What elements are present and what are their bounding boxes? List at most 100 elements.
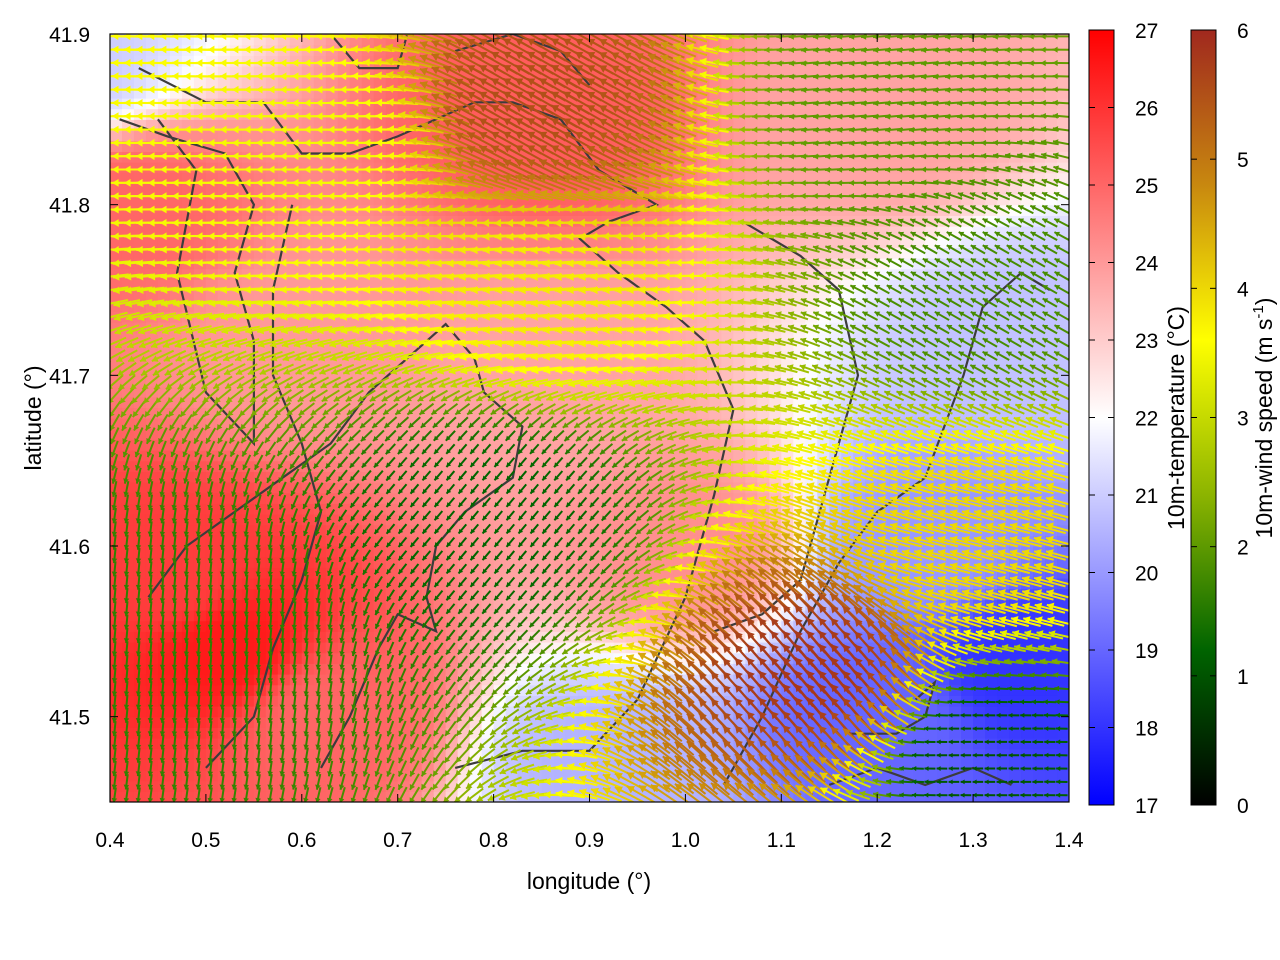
wind-arrow xyxy=(153,374,172,391)
wind-arrow xyxy=(220,312,249,321)
wind-arrow xyxy=(233,338,260,348)
wind-arrow xyxy=(219,521,226,537)
wind-arrow xyxy=(110,324,128,332)
wind-arrow xyxy=(255,507,262,524)
wind-arrow xyxy=(267,774,273,790)
wind-arrow xyxy=(138,324,164,335)
wind-arrow xyxy=(279,574,286,590)
wind-arrow xyxy=(234,350,259,362)
wind-arrow xyxy=(207,494,214,511)
wind-arrow xyxy=(207,694,214,710)
wind-arrow xyxy=(209,325,236,335)
wind-arrow xyxy=(207,774,214,790)
wind-arrow xyxy=(248,375,269,390)
wind-arrow xyxy=(246,350,271,362)
wind-arrow xyxy=(207,481,214,497)
wind-arrow xyxy=(231,641,238,657)
wind-arrow xyxy=(123,787,130,802)
wind-arrow xyxy=(221,325,248,335)
wind-arrow xyxy=(147,601,154,617)
wind-arrow xyxy=(243,654,250,670)
wind-arrow xyxy=(219,561,226,577)
wind-arrow xyxy=(193,427,204,445)
wind-arrow xyxy=(194,440,204,458)
wind-arrow xyxy=(255,614,262,630)
wind-arrow xyxy=(170,454,179,471)
wind-arrow xyxy=(218,467,227,484)
wind-arrow xyxy=(291,707,298,723)
wind-arrow xyxy=(266,481,275,497)
wind-label-sup: -1 xyxy=(1250,305,1267,318)
wind-arrow xyxy=(267,707,274,723)
wind-arrow xyxy=(243,614,250,630)
wind-arrow xyxy=(115,349,138,363)
wind-arrow xyxy=(255,547,262,564)
colorbar-tick-label: 18 xyxy=(1135,718,1158,741)
wind-arrow xyxy=(223,363,246,376)
wind-arrow xyxy=(123,587,130,604)
x-tick-label: 1.1 xyxy=(767,829,796,852)
wind-arrow xyxy=(186,337,212,349)
wind-arrow xyxy=(262,401,279,417)
wind-arrow xyxy=(231,601,238,617)
wind-arrow xyxy=(255,587,262,604)
wind-arrow xyxy=(183,481,190,497)
wind-arrow xyxy=(135,787,142,802)
wind-arrow xyxy=(279,534,286,550)
wind-arrow xyxy=(258,350,283,362)
colorbar-tick-label: 23 xyxy=(1135,330,1158,353)
wind-arrow xyxy=(135,667,142,683)
colorbar-tick-label: 26 xyxy=(1135,98,1158,121)
wind-arrow xyxy=(255,561,262,577)
wind-arrow xyxy=(196,299,225,308)
wind-arrow xyxy=(243,601,250,617)
wind-arrow xyxy=(267,627,274,643)
wind-arrow xyxy=(145,413,157,432)
wind-arrow xyxy=(111,747,118,763)
wind-arrow xyxy=(123,627,130,643)
wind-arrow xyxy=(231,707,238,723)
wind-arrow xyxy=(166,387,183,404)
wind-arrow xyxy=(159,721,166,737)
wind-arrow xyxy=(159,641,166,657)
wind-arrow xyxy=(111,547,118,564)
wind-arrow xyxy=(243,734,250,750)
wind-arrow xyxy=(183,681,190,697)
wind-arrow xyxy=(187,350,211,362)
wind-arrow xyxy=(123,494,130,511)
wind-arrow xyxy=(135,707,142,723)
wind-arrow xyxy=(111,641,118,657)
wind-arrow xyxy=(219,667,226,683)
wind-arrow xyxy=(279,601,286,617)
wind-arrow xyxy=(255,627,262,643)
wind-arrow xyxy=(260,376,281,389)
wind-arrow xyxy=(252,427,265,444)
wind-arrow xyxy=(192,414,205,431)
wind-arrow xyxy=(183,534,190,550)
wind-arrow xyxy=(190,388,208,404)
wind-arrow xyxy=(147,627,154,643)
wind-arrow xyxy=(147,787,154,802)
wind-arrow xyxy=(207,787,214,802)
wind-arrow xyxy=(159,614,166,630)
wind-arrow xyxy=(114,336,139,349)
wind-arrow xyxy=(110,427,120,445)
wind-arrow xyxy=(171,507,178,524)
wind-arrow xyxy=(123,667,130,683)
wind-arrow xyxy=(120,400,134,418)
wind-arrow xyxy=(123,641,130,657)
wind-arrow xyxy=(233,325,261,335)
wind-arrow xyxy=(291,747,297,764)
wind-arrow xyxy=(122,454,131,471)
wind-arrow xyxy=(207,574,214,590)
wind-arrow xyxy=(159,574,166,590)
wind-arrow xyxy=(140,362,161,377)
wind-arrow xyxy=(171,627,178,643)
wind-arrow xyxy=(219,587,226,604)
wind-arrow xyxy=(274,402,291,417)
wind-arrow xyxy=(195,574,202,590)
wind-arrow xyxy=(207,601,214,617)
wind-arrow xyxy=(111,494,118,511)
x-tick-label: 0.8 xyxy=(479,829,508,852)
